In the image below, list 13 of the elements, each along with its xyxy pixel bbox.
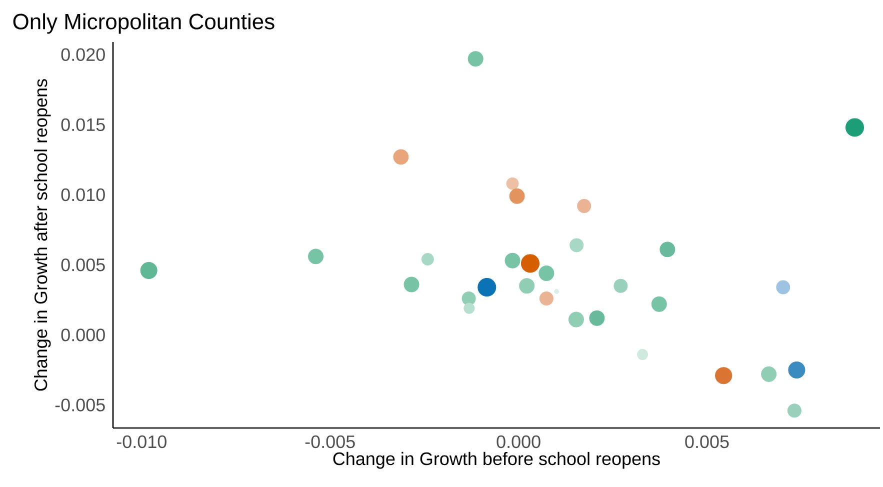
x-tick-label: -0.010 — [116, 435, 166, 448]
y-tick-label: 0.010 — [61, 188, 105, 202]
y-tick-label: 0.000 — [61, 328, 105, 342]
x-tick-label: 0.005 — [685, 435, 729, 448]
y-tick-label: -0.005 — [55, 398, 105, 412]
x-axis-title: Change in Growth before school reopens — [333, 452, 660, 469]
x-tick-label: 0.000 — [496, 435, 540, 448]
y-tick-label: 0.005 — [61, 258, 105, 272]
y-tick-label: 0.020 — [61, 48, 105, 61]
y-axis-title: Change in Growth after school reopens — [34, 79, 51, 391]
x-tick-label: -0.005 — [305, 435, 355, 448]
chart-title: Only Micropolitan Counties — [13, 13, 274, 34]
y-tick-label: 0.015 — [61, 118, 105, 132]
